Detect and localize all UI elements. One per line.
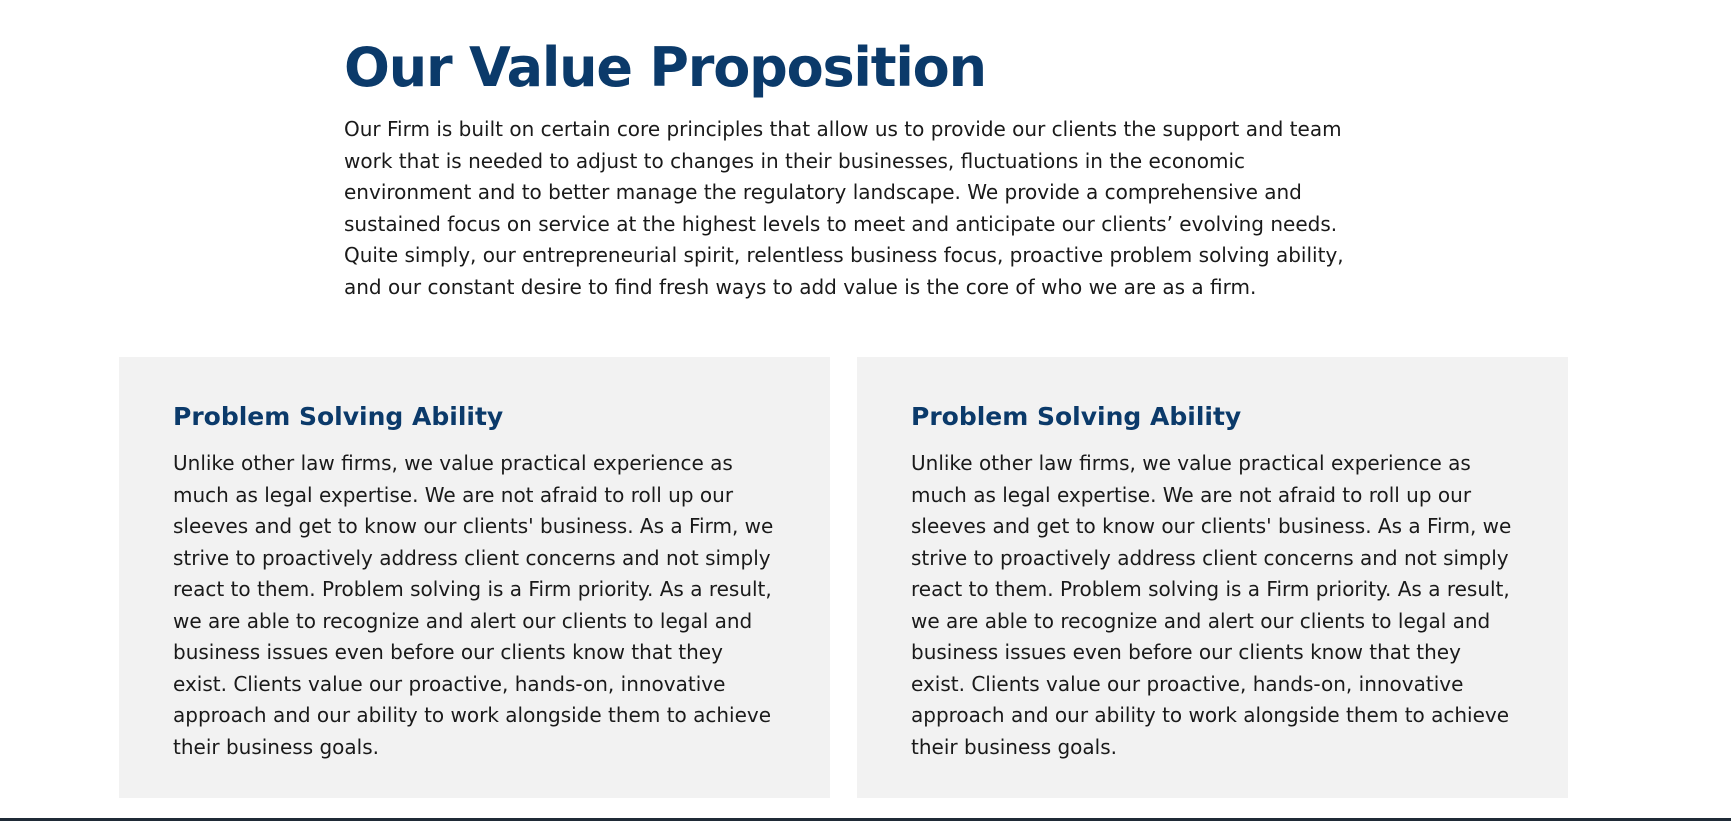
card-title: Problem Solving Ability (173, 402, 504, 431)
card-body: Unlike other law firms, we value practic… (911, 451, 1512, 759)
value-proposition-section: Our Value Proposition Our Firm is built … (344, 36, 1344, 303)
page-title: Our Value Proposition (344, 36, 987, 99)
bottom-divider (0, 818, 1731, 821)
card-title: Problem Solving Ability (911, 402, 1242, 431)
value-card-right: Problem Solving Ability Unlike other law… (857, 357, 1568, 798)
intro-paragraph: Our Firm is built on certain core princi… (344, 117, 1344, 299)
card-body: Unlike other law firms, we value practic… (173, 451, 774, 759)
value-card-left: Problem Solving Ability Unlike other law… (119, 357, 830, 798)
